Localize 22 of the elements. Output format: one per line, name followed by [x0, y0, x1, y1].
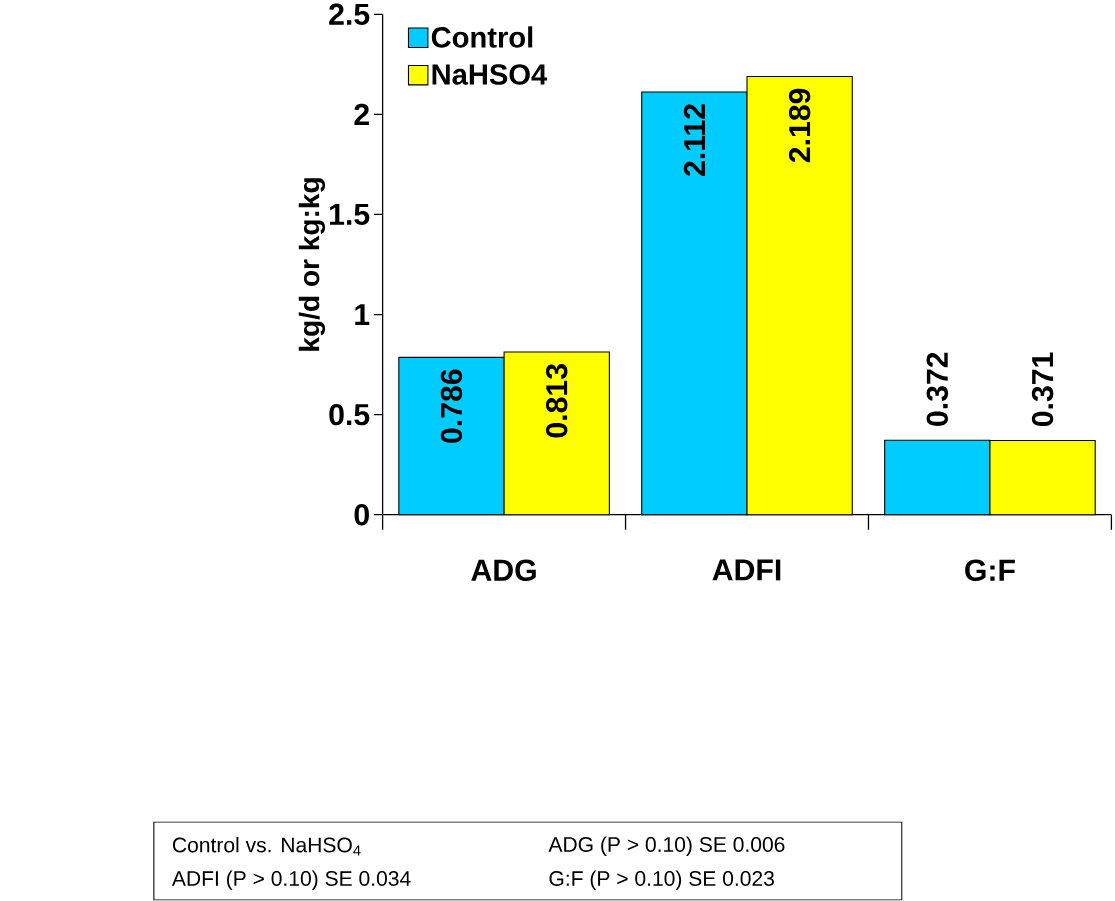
data-label: 0.371 — [1031, 352, 1054, 427]
legend-label: Control — [431, 26, 533, 48]
data-label: 2.112 — [683, 104, 705, 177]
text: ADG (P > 0.10) SE 0.006 — [548, 836, 785, 857]
text: ADFI (P > 0.10) SE 0.034 — [171, 870, 411, 891]
y-tick-label: 1.5 — [330, 204, 370, 226]
text: G:F (P > 0.10) SE 0.023 — [549, 870, 774, 891]
data-label: 0.813 — [546, 364, 568, 438]
y-tick-label: 1 — [355, 304, 370, 326]
data-label: 0.372 — [926, 352, 949, 427]
data-label: 0.786 — [440, 369, 463, 444]
y-tick-label: 0.5 — [329, 404, 370, 426]
x-tick-label: ADFI — [712, 559, 781, 581]
x-tick-label: ADG — [471, 559, 536, 582]
text: Control vs. NaHSO$_{4}$ — [172, 837, 361, 856]
x-tick-label: G:F — [965, 559, 1015, 582]
data-label: 2.189 — [788, 88, 811, 163]
y-axis-title: kg/d or kg:kg — [298, 178, 326, 351]
y-tick-label: 2.5 — [329, 3, 370, 26]
legend-label: NaHSO4 — [432, 64, 548, 86]
y-tick-label: 0 — [354, 504, 369, 526]
y-tick-label: 2 — [354, 104, 369, 126]
